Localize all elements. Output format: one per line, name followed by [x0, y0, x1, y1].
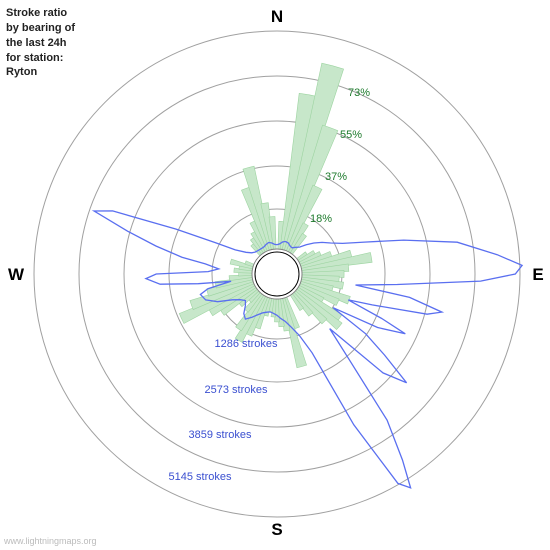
- cardinal-w: W: [8, 265, 25, 284]
- strokes-label: 5145 strokes: [169, 471, 232, 483]
- chart-title: Stroke ratio by bearing of the last 24h …: [6, 6, 75, 80]
- strokes-label: 2573 strokes: [205, 384, 268, 396]
- cardinal-n: N: [271, 7, 283, 26]
- credit-text: www.lightningmaps.org: [4, 536, 97, 546]
- hub: [252, 249, 302, 299]
- cardinal-e: E: [532, 265, 543, 284]
- pct-label: 18%: [310, 213, 332, 225]
- pct-label: 73%: [348, 87, 370, 99]
- pct-label: 37%: [325, 171, 347, 183]
- polar-plot: N E S W 73% 55% 37% 18% 1286 strokes 2573 strokes…: [0, 0, 550, 550]
- pct-label: 55%: [340, 129, 362, 141]
- cardinal-s: S: [271, 520, 282, 539]
- strokes-label: 3859 strokes: [189, 429, 252, 441]
- strokes-label: 1286 strokes: [215, 338, 278, 350]
- strokes-polyline: [94, 211, 522, 488]
